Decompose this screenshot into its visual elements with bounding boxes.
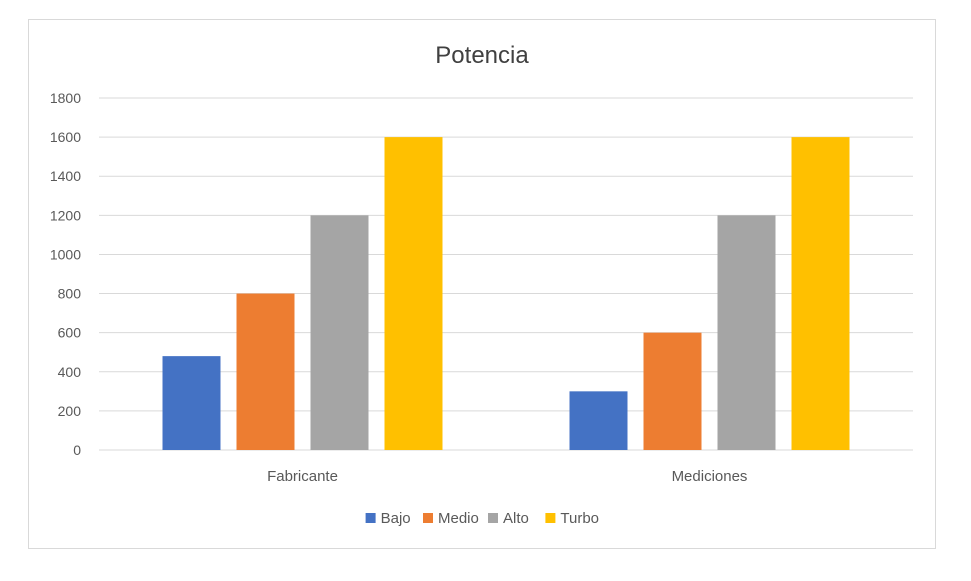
y-axis-tick-labels: 0 200 400 600 800 1000 1200 1400 1600 1800: [50, 90, 81, 458]
bar-medio-fabricante: [237, 294, 295, 450]
y-tick-label: 1000: [50, 246, 81, 262]
x-axis-category-labels: Fabricante Mediciones: [267, 468, 747, 485]
legend-label-bajo: Bajo: [381, 510, 411, 527]
y-tick-label: 800: [58, 286, 82, 302]
x-category-label: Mediciones: [672, 468, 748, 485]
chart-title: Potencia: [435, 42, 529, 69]
legend-label-alto: Alto: [503, 510, 529, 527]
legend-label-turbo: Turbo: [560, 510, 599, 527]
x-category-label: Fabricante: [267, 468, 338, 485]
bar-medio-mediciones: [644, 333, 702, 450]
legend-label-medio: Medio: [438, 510, 479, 527]
y-tick-label: 0: [73, 442, 81, 458]
y-tick-label: 1400: [50, 168, 81, 184]
y-tick-label: 400: [58, 364, 82, 380]
y-tick-label: 1800: [50, 90, 81, 106]
legend: Bajo Medio Alto Turbo: [366, 510, 599, 527]
y-tick-label: 600: [58, 325, 82, 341]
legend-swatch-alto: [488, 513, 498, 523]
bar-alto-mediciones: [718, 215, 776, 450]
bar-turbo-mediciones: [792, 137, 850, 450]
gridlines: [99, 98, 913, 450]
bar-bajo-fabricante: [163, 356, 221, 450]
bar-alto-fabricante: [311, 215, 369, 450]
bar-turbo-fabricante: [385, 137, 443, 450]
y-tick-label: 200: [58, 403, 82, 419]
y-tick-label: 1600: [50, 129, 81, 145]
bar-bajo-mediciones: [570, 391, 628, 450]
legend-swatch-turbo: [545, 513, 555, 523]
legend-swatch-bajo: [366, 513, 376, 523]
legend-swatch-medio: [423, 513, 433, 523]
y-tick-label: 1200: [50, 207, 81, 223]
